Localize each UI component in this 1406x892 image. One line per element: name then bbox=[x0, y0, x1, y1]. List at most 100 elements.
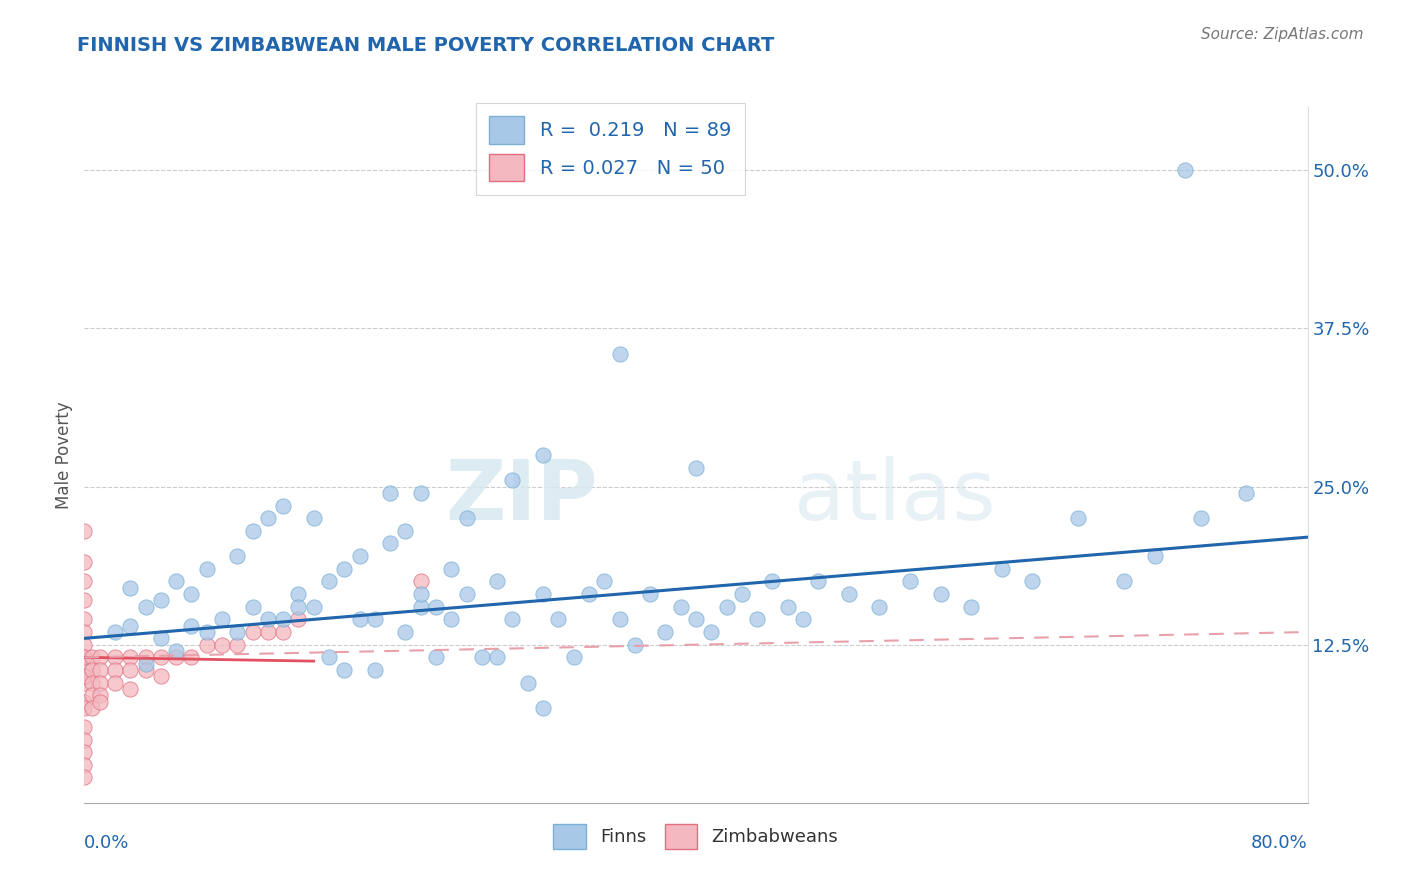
Point bbox=[578, 587, 600, 601]
Point bbox=[257, 612, 280, 626]
Point bbox=[333, 562, 356, 576]
Point bbox=[638, 587, 661, 601]
Point bbox=[456, 587, 478, 601]
Point bbox=[73, 650, 96, 665]
Point bbox=[287, 612, 309, 626]
Point bbox=[531, 587, 554, 601]
Point bbox=[271, 612, 294, 626]
Point bbox=[776, 599, 799, 614]
Point bbox=[73, 593, 96, 607]
Point bbox=[502, 612, 524, 626]
Point bbox=[654, 625, 676, 640]
Point bbox=[149, 650, 172, 665]
Point bbox=[73, 612, 96, 626]
Point bbox=[685, 612, 707, 626]
Point bbox=[73, 638, 96, 652]
Point bbox=[318, 650, 340, 665]
Point bbox=[593, 574, 616, 589]
Point bbox=[547, 612, 569, 626]
Point bbox=[609, 347, 631, 361]
Point bbox=[838, 587, 860, 601]
Point bbox=[516, 675, 538, 690]
Point bbox=[700, 625, 723, 640]
Point bbox=[73, 675, 96, 690]
Point bbox=[73, 574, 96, 589]
Point bbox=[1143, 549, 1166, 563]
Point bbox=[869, 599, 891, 614]
Point bbox=[761, 574, 783, 589]
Point bbox=[302, 511, 325, 525]
Legend: Finns, Zimbabweans: Finns, Zimbabweans bbox=[547, 816, 845, 856]
Point bbox=[73, 701, 96, 715]
Point bbox=[120, 618, 142, 632]
Y-axis label: Male Poverty: Male Poverty bbox=[55, 401, 73, 508]
Point bbox=[257, 625, 280, 640]
Point bbox=[135, 599, 157, 614]
Point bbox=[929, 587, 952, 601]
Point bbox=[120, 581, 142, 595]
Point bbox=[624, 638, 647, 652]
Point bbox=[1114, 574, 1136, 589]
Point bbox=[165, 650, 187, 665]
Point bbox=[1067, 511, 1090, 525]
Point bbox=[425, 599, 447, 614]
Point bbox=[409, 587, 432, 601]
Point bbox=[394, 524, 416, 538]
Text: 0.0%: 0.0% bbox=[84, 834, 129, 853]
Point bbox=[531, 448, 554, 462]
Point bbox=[364, 663, 387, 677]
Point bbox=[73, 732, 96, 747]
Point bbox=[104, 675, 127, 690]
Point bbox=[195, 625, 218, 640]
Point bbox=[1021, 574, 1043, 589]
Point bbox=[440, 562, 463, 576]
Point bbox=[287, 599, 309, 614]
Point bbox=[73, 650, 96, 665]
Point bbox=[287, 587, 309, 601]
Point bbox=[425, 650, 447, 665]
Point bbox=[89, 675, 111, 690]
Point bbox=[349, 612, 371, 626]
Point bbox=[409, 599, 432, 614]
Point bbox=[80, 663, 103, 677]
Point bbox=[226, 625, 249, 640]
Point bbox=[120, 663, 142, 677]
Point bbox=[471, 650, 494, 665]
Point bbox=[195, 562, 218, 576]
Point bbox=[73, 669, 96, 683]
Point bbox=[609, 612, 631, 626]
Text: Source: ZipAtlas.com: Source: ZipAtlas.com bbox=[1201, 27, 1364, 42]
Point bbox=[104, 625, 127, 640]
Point bbox=[531, 701, 554, 715]
Point bbox=[271, 625, 294, 640]
Point bbox=[1236, 486, 1258, 500]
Point bbox=[440, 612, 463, 626]
Point bbox=[180, 618, 202, 632]
Point bbox=[333, 663, 356, 677]
Point bbox=[73, 524, 96, 538]
Point bbox=[747, 612, 769, 626]
Point bbox=[226, 549, 249, 563]
Point bbox=[242, 599, 264, 614]
Point bbox=[226, 638, 249, 652]
Text: ZIP: ZIP bbox=[446, 456, 598, 537]
Point bbox=[165, 574, 187, 589]
Point bbox=[73, 625, 96, 640]
Text: 80.0%: 80.0% bbox=[1251, 834, 1308, 853]
Point bbox=[211, 612, 233, 626]
Point bbox=[302, 599, 325, 614]
Point bbox=[149, 632, 172, 646]
Point bbox=[73, 556, 96, 570]
Text: atlas: atlas bbox=[794, 456, 995, 537]
Text: FINNISH VS ZIMBABWEAN MALE POVERTY CORRELATION CHART: FINNISH VS ZIMBABWEAN MALE POVERTY CORRE… bbox=[77, 36, 775, 54]
Point bbox=[456, 511, 478, 525]
Point bbox=[364, 612, 387, 626]
Point bbox=[165, 644, 187, 658]
Point bbox=[1189, 511, 1212, 525]
Point bbox=[792, 612, 814, 626]
Point bbox=[180, 587, 202, 601]
Point bbox=[991, 562, 1014, 576]
Point bbox=[211, 638, 233, 652]
Point bbox=[149, 669, 172, 683]
Point bbox=[409, 574, 432, 589]
